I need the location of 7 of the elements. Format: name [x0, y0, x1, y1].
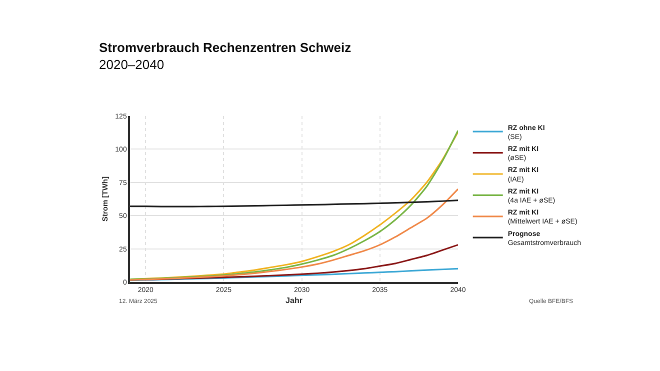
chart-subtitle: 2020–2040 [99, 56, 164, 72]
line-series [130, 268, 458, 282]
line-series [130, 200, 458, 208]
chart-title: Stromverbrauch Rechenzentren Schweiz [99, 40, 352, 55]
line-series [130, 188, 458, 281]
x-axis-title: Jahr [286, 296, 302, 305]
line-series [130, 244, 458, 281]
